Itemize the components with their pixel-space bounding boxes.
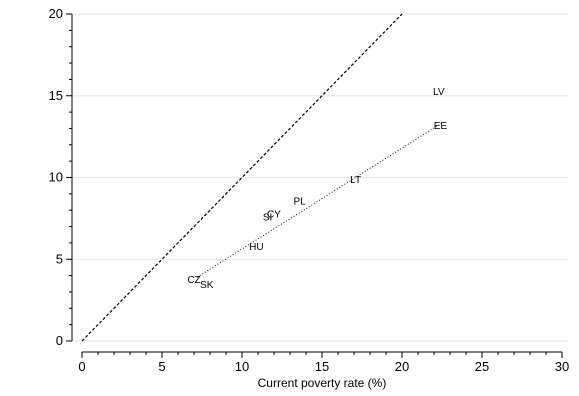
y-tick-label-15: 15 <box>49 88 63 103</box>
x-tick-label-10: 10 <box>235 359 249 374</box>
point-label-lt: LT <box>350 175 361 186</box>
reference-lines <box>81 13 444 342</box>
point-label-ee: EE <box>434 121 448 132</box>
x-tick-label-30: 30 <box>555 359 569 374</box>
y-tick-label-20: 20 <box>49 6 63 21</box>
point-label-si: SI <box>263 213 272 224</box>
point-label-hu: HU <box>249 242 263 253</box>
x-tick-label-5: 5 <box>158 359 165 374</box>
grid-lines <box>72 13 568 342</box>
x-tick-label-15: 15 <box>315 359 329 374</box>
y-tick-label-0: 0 <box>56 333 63 348</box>
point-label-lv: LV <box>433 87 445 98</box>
x-tick-label-25: 25 <box>475 359 489 374</box>
dotted-reference-line <box>196 121 444 278</box>
point-label-cz: CZ <box>187 275 200 286</box>
y-tick-label-5: 5 <box>56 251 63 266</box>
x-tick-label-0: 0 <box>78 359 85 374</box>
point-label-cy: CY <box>267 209 281 220</box>
point-label-sk: SK <box>200 280 214 291</box>
point-label-pl: PL <box>293 196 306 207</box>
x-tick-label-20: 20 <box>395 359 409 374</box>
x-axis-title: Current poverty rate (%) <box>258 376 387 390</box>
dashed-reference-line <box>81 13 403 342</box>
axes: 0 5 10 15 20 0 5 10 15 20 25 30 <box>49 6 570 374</box>
y-tick-label-10: 10 <box>49 170 63 185</box>
